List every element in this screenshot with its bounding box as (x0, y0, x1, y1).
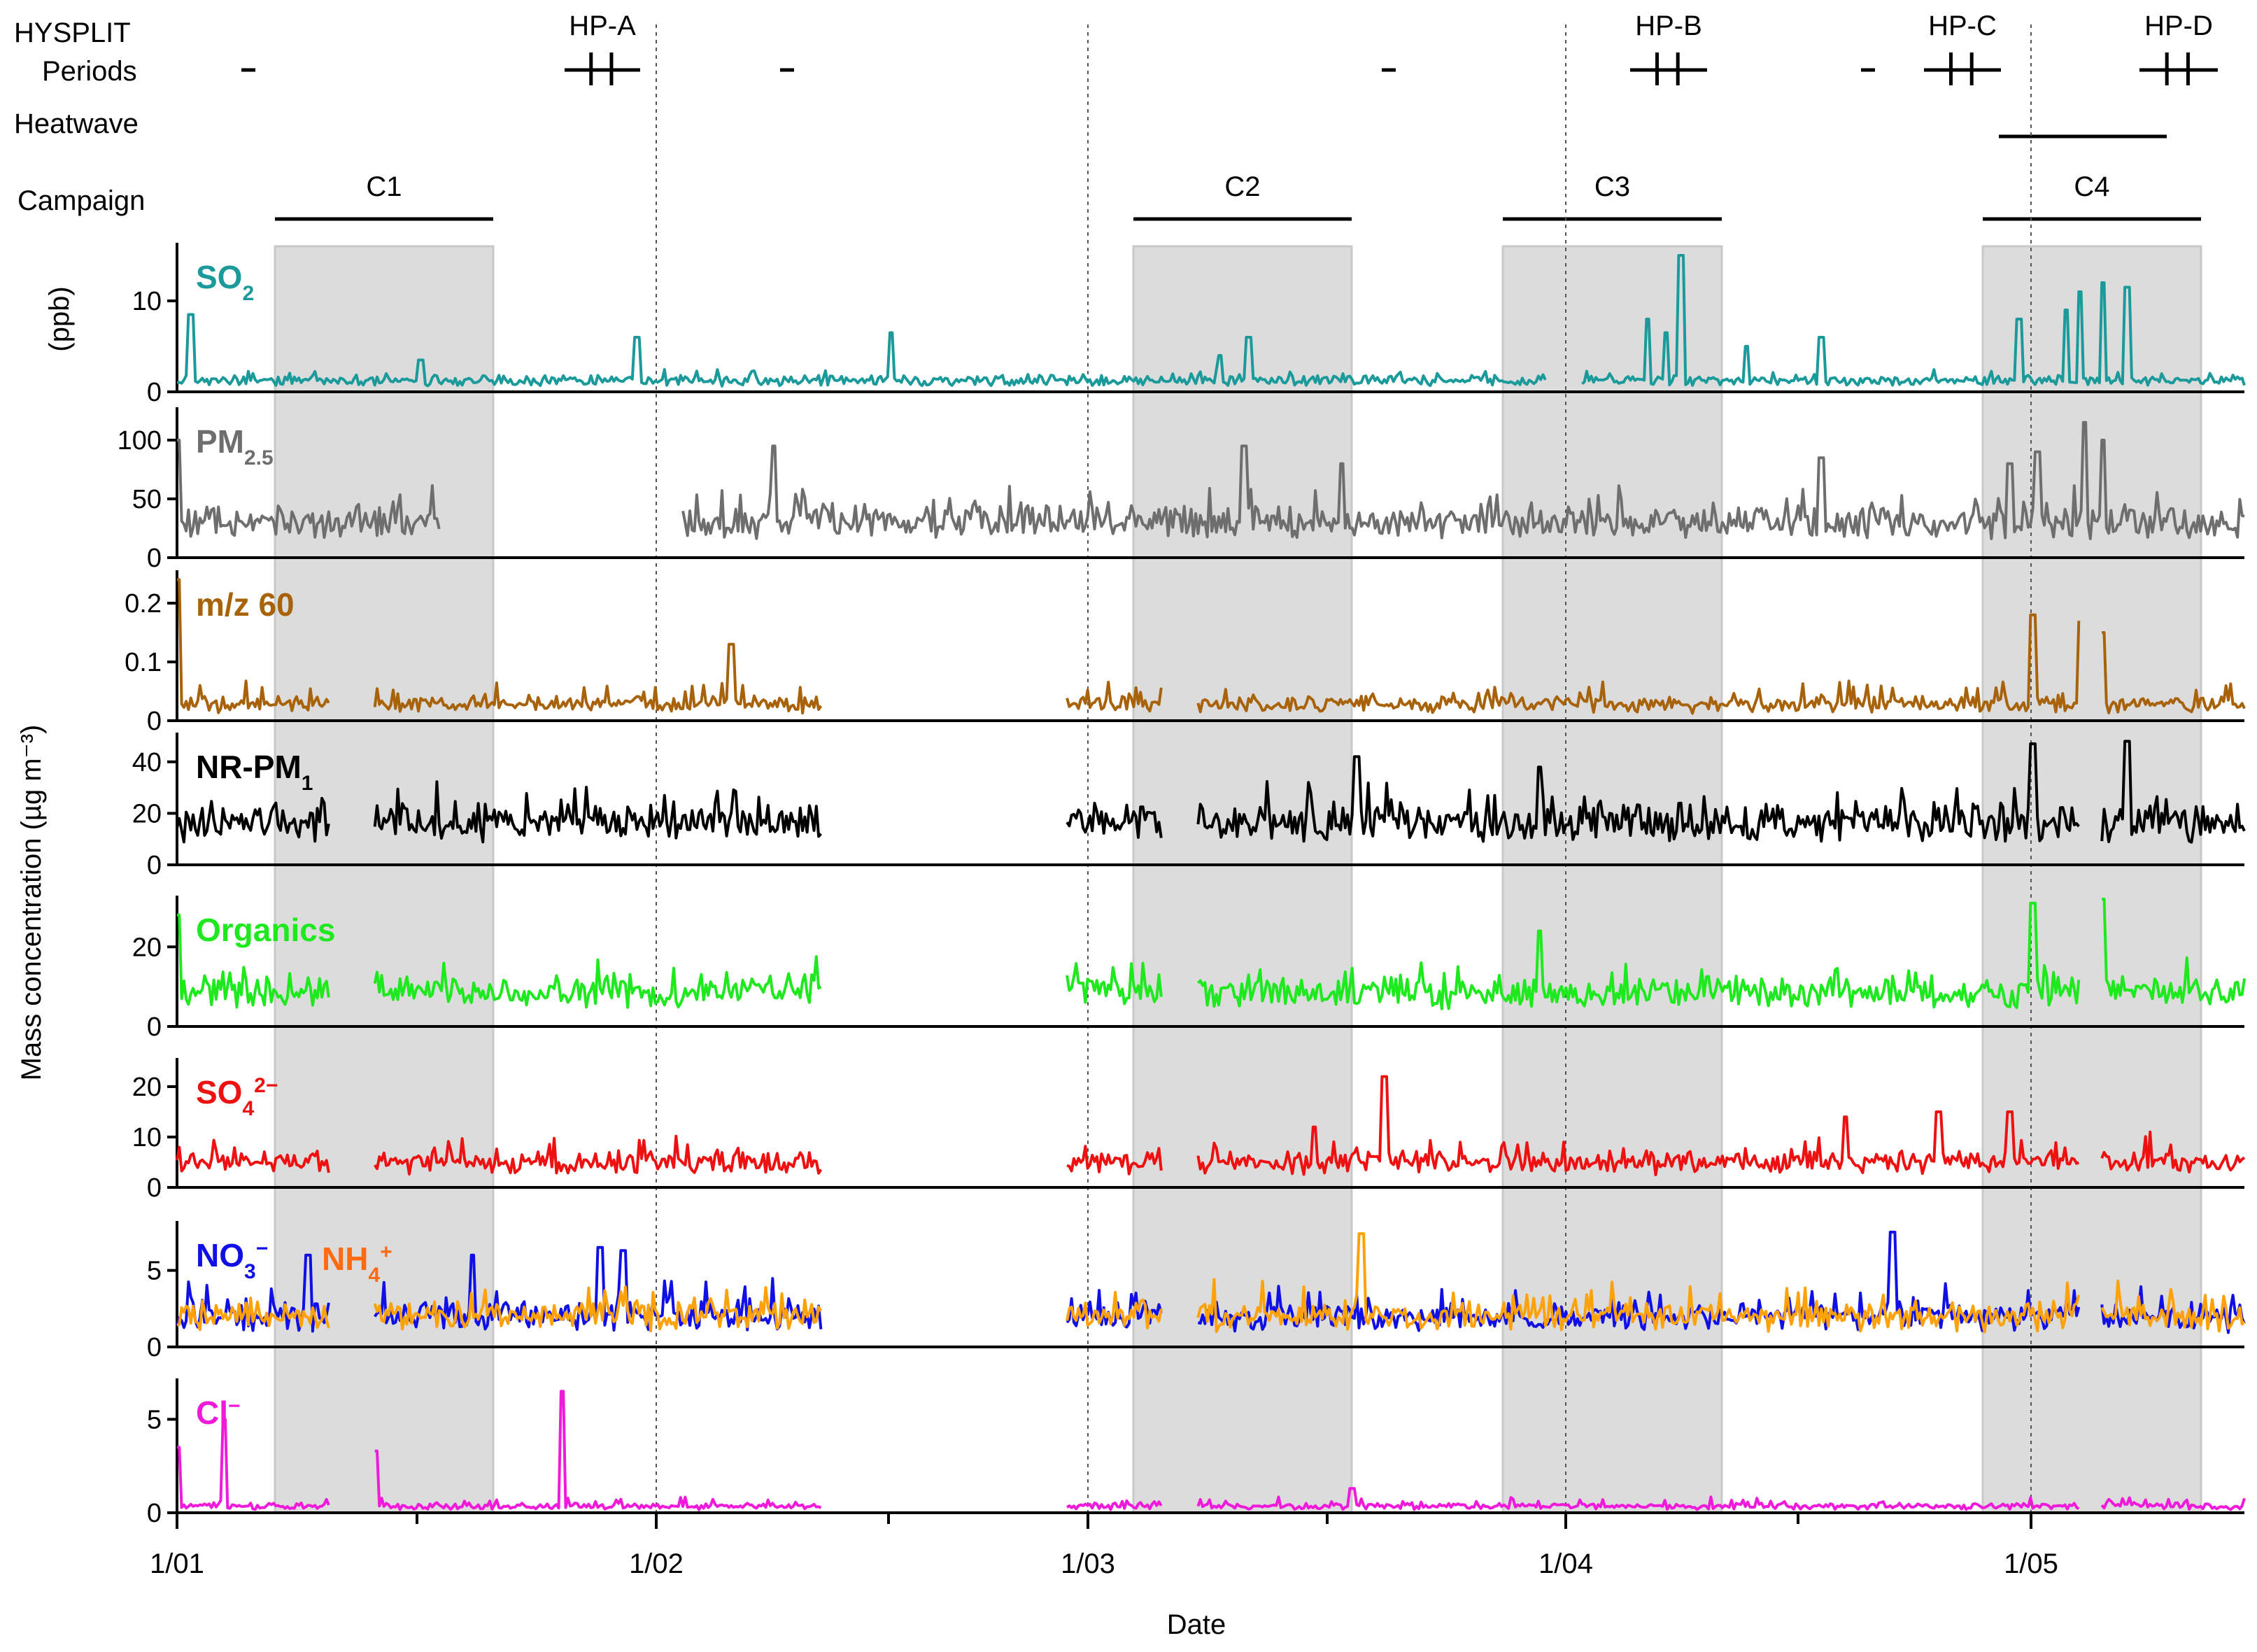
y-tick-label: 0 (147, 378, 162, 407)
series-line (176, 254, 2246, 388)
hysplit-period-name: HP-A (569, 10, 636, 41)
y-tick-label: 0 (147, 707, 162, 736)
y-tick-label: 20 (132, 933, 162, 962)
panel-no3----nh4-: 0 5 NO3− NH4+ (147, 1221, 2246, 1362)
series-line (177, 898, 2246, 1010)
campaign-name: C2 (1224, 171, 1260, 202)
x-tick-label: 1/04 (1538, 1548, 1593, 1579)
hysplit-period-name: HP-D (2144, 10, 2213, 41)
campaign-label: Campaign (17, 185, 145, 216)
panel-label: PM2.5 (196, 423, 274, 470)
campaign-name: C1 (366, 171, 402, 202)
panel-so2: 0 10 (ppb) SO2 (44, 243, 2246, 407)
hysplit-label: HYSPLIT (14, 17, 131, 48)
panel-pm2-5: 0 50 100 PM2.5 (118, 407, 2245, 573)
panel-label-2: NH4+ (322, 1241, 392, 1287)
y-tick-label: 50 (132, 485, 162, 514)
y-tick-label: 0 (147, 1173, 162, 1203)
periods-label: Periods (42, 56, 137, 87)
y-tick-label: 0.2 (125, 589, 162, 619)
panel-label: NR-PM1 (196, 749, 313, 795)
campaign-shade (1981, 245, 2202, 1514)
panel-m-z-60: 0 0.1 0.2 m/z 60 (125, 570, 2246, 736)
y-tick-label: 0 (147, 1499, 162, 1528)
series-line (177, 1390, 2246, 1511)
y-tick-label: 0 (147, 544, 162, 573)
series-line (176, 1232, 2246, 1334)
y-tick-label: 100 (118, 426, 162, 456)
y-tick-label: 20 (132, 799, 162, 828)
panel-so4-2-: 0 10 20 SO42− (132, 1058, 2246, 1203)
panel-label: m/z 60 (196, 586, 295, 623)
x-axis: 1/01 1/02 1/03 1/04 1/05 (150, 1513, 2058, 1579)
panel-label: Cl− (196, 1395, 241, 1432)
campaign-name: C4 (2074, 171, 2109, 202)
y-tick-label: 40 (132, 748, 162, 777)
x-axis-title: Date (1167, 1609, 1226, 1640)
x-tick-label: 1/02 (629, 1548, 684, 1579)
y-tick-label: 10 (132, 287, 162, 316)
heatwave-label: Heatwave (14, 108, 139, 139)
top-rows: HYSPLIT Periods Heatwave Campaign HP-A HP-B HP… (14, 10, 2218, 221)
y-tick-label: 5 (147, 1405, 162, 1434)
series-line (176, 1230, 2246, 1334)
y-tick-label: 5 (147, 1257, 162, 1286)
series-line (176, 740, 2246, 844)
hysplit-period-name: HP-B (1635, 10, 1702, 41)
series-line (177, 421, 2245, 540)
y-axis-title: Mass concentration (µg m⁻³) (16, 725, 47, 1081)
y-tick-label: 10 (132, 1123, 162, 1152)
y-tick-label: 20 (132, 1073, 162, 1102)
series-line (177, 578, 2246, 715)
series-line (176, 1075, 2246, 1176)
panel-label: NO3− (196, 1237, 268, 1283)
panel-label: Organics (196, 912, 335, 948)
x-tick-label: 1/01 (150, 1548, 204, 1579)
y-tick-label: 0 (147, 1333, 162, 1362)
campaign-shade (1501, 245, 1723, 1514)
x-tick-label: 1/03 (1061, 1548, 1115, 1579)
unit-label: (ppb) (44, 286, 75, 351)
panel-cl-: 0 5 Cl− (147, 1378, 2246, 1528)
panel-label: SO42− (196, 1074, 278, 1120)
hysplit-period-name: HP-C (1928, 10, 1997, 41)
y-tick-label: 0.1 (125, 648, 162, 677)
y-tick-label: 0 (147, 851, 162, 880)
x-tick-label: 1/05 (2004, 1548, 2058, 1579)
campaign-name: C3 (1594, 171, 1630, 202)
panel-label: SO2 (196, 259, 254, 305)
y-tick-label: 0 (147, 1012, 162, 1042)
panel-nr-pm1: 0 20 40 NR-PM1 (132, 733, 2246, 880)
panel-organics: 0 20 Organics (132, 896, 2246, 1042)
